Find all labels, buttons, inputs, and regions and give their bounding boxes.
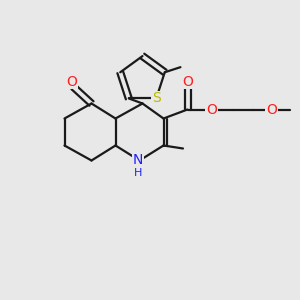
- Text: O: O: [67, 75, 77, 88]
- Text: N: N: [133, 154, 143, 167]
- Text: O: O: [182, 75, 193, 88]
- Text: S: S: [152, 92, 161, 105]
- Text: O: O: [206, 103, 217, 116]
- Text: H: H: [134, 168, 142, 178]
- Text: O: O: [266, 103, 277, 116]
